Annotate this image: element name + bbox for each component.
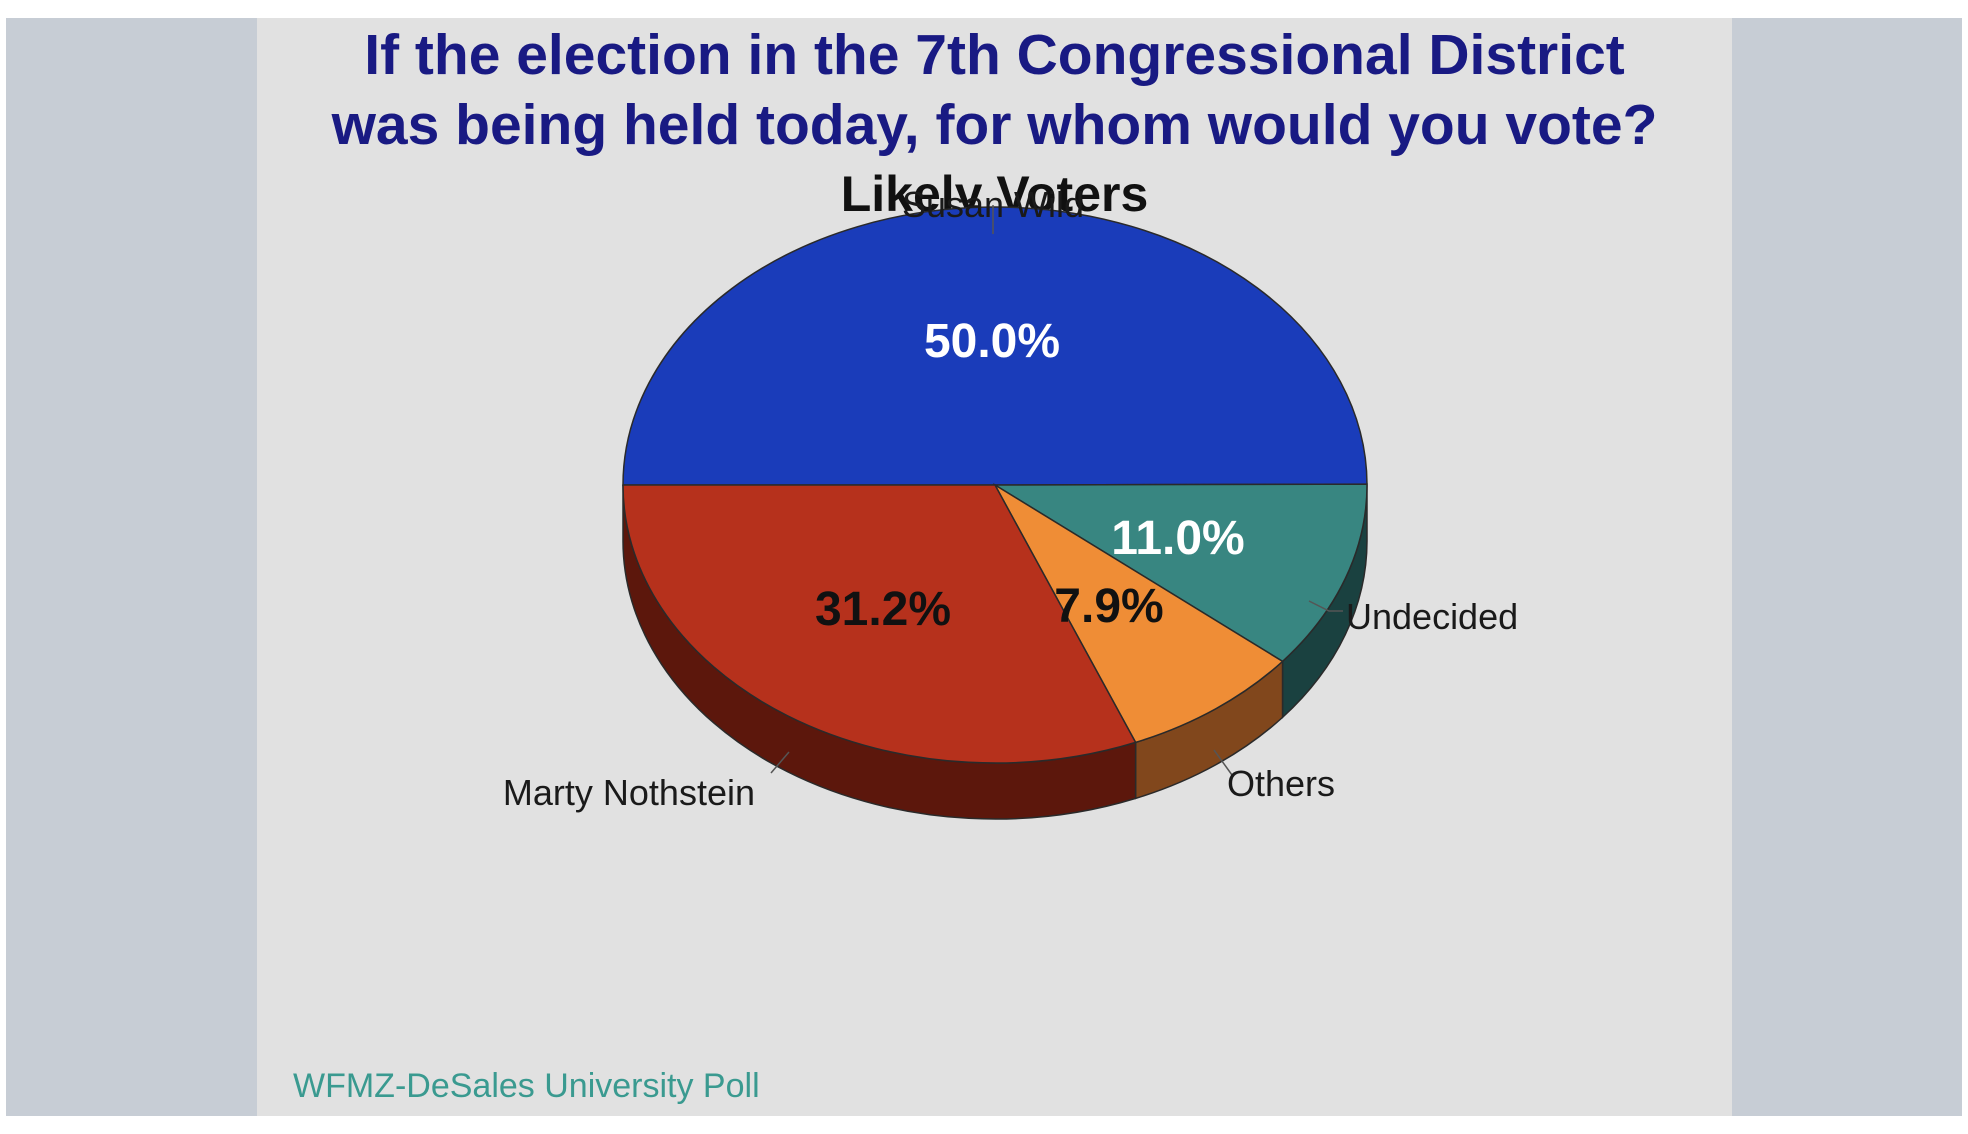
category-label-marty-nothstein: Marty Nothstein	[503, 772, 755, 813]
leader-lines	[770, 205, 1343, 776]
value-label-marty-nothstein: 31.2%	[815, 583, 951, 636]
pie-slice-marty-nothstein	[622, 484, 1137, 764]
pie-slice-susan-wild	[622, 205, 1368, 486]
source-credit: WFMZ-DeSales University Poll	[293, 1067, 760, 1105]
chart-title-line-1: If the election in the 7th Congressional…	[364, 23, 1625, 87]
leader-line-others	[1213, 749, 1233, 776]
pie-slices	[622, 205, 1368, 764]
pie-slice-others	[992, 482, 1284, 744]
slice-labels: 50.0% Susan Wild 11.0% Undecided 7.9% Others 3…	[503, 184, 1518, 813]
chart-title-line-2: was being held today, for whom would you…	[331, 93, 1658, 157]
chart-panel: If the election in the 7th Congressional…	[257, 18, 1732, 1116]
value-label-susan-wild: 50.0%	[924, 315, 1060, 368]
category-label-susan-wild: Susan Wild	[902, 184, 1084, 225]
chart-title: If the election in the 7th Congressional…	[257, 20, 1732, 160]
chart-frame: If the election in the 7th Congressional…	[6, 18, 1962, 1116]
category-label-others: Others	[1227, 763, 1335, 804]
leader-line-marty-nothstein	[770, 751, 790, 774]
leader-line-undecided	[1308, 600, 1343, 612]
pie-chart: 50.0% Susan Wild 11.0% Undecided 7.9% Others 3…	[503, 184, 1518, 820]
pie-slice-undecided	[992, 483, 1368, 663]
category-label-undecided: Undecided	[1346, 596, 1518, 637]
value-label-others: 7.9%	[1054, 580, 1163, 633]
value-label-undecided: 11.0%	[1111, 512, 1244, 565]
